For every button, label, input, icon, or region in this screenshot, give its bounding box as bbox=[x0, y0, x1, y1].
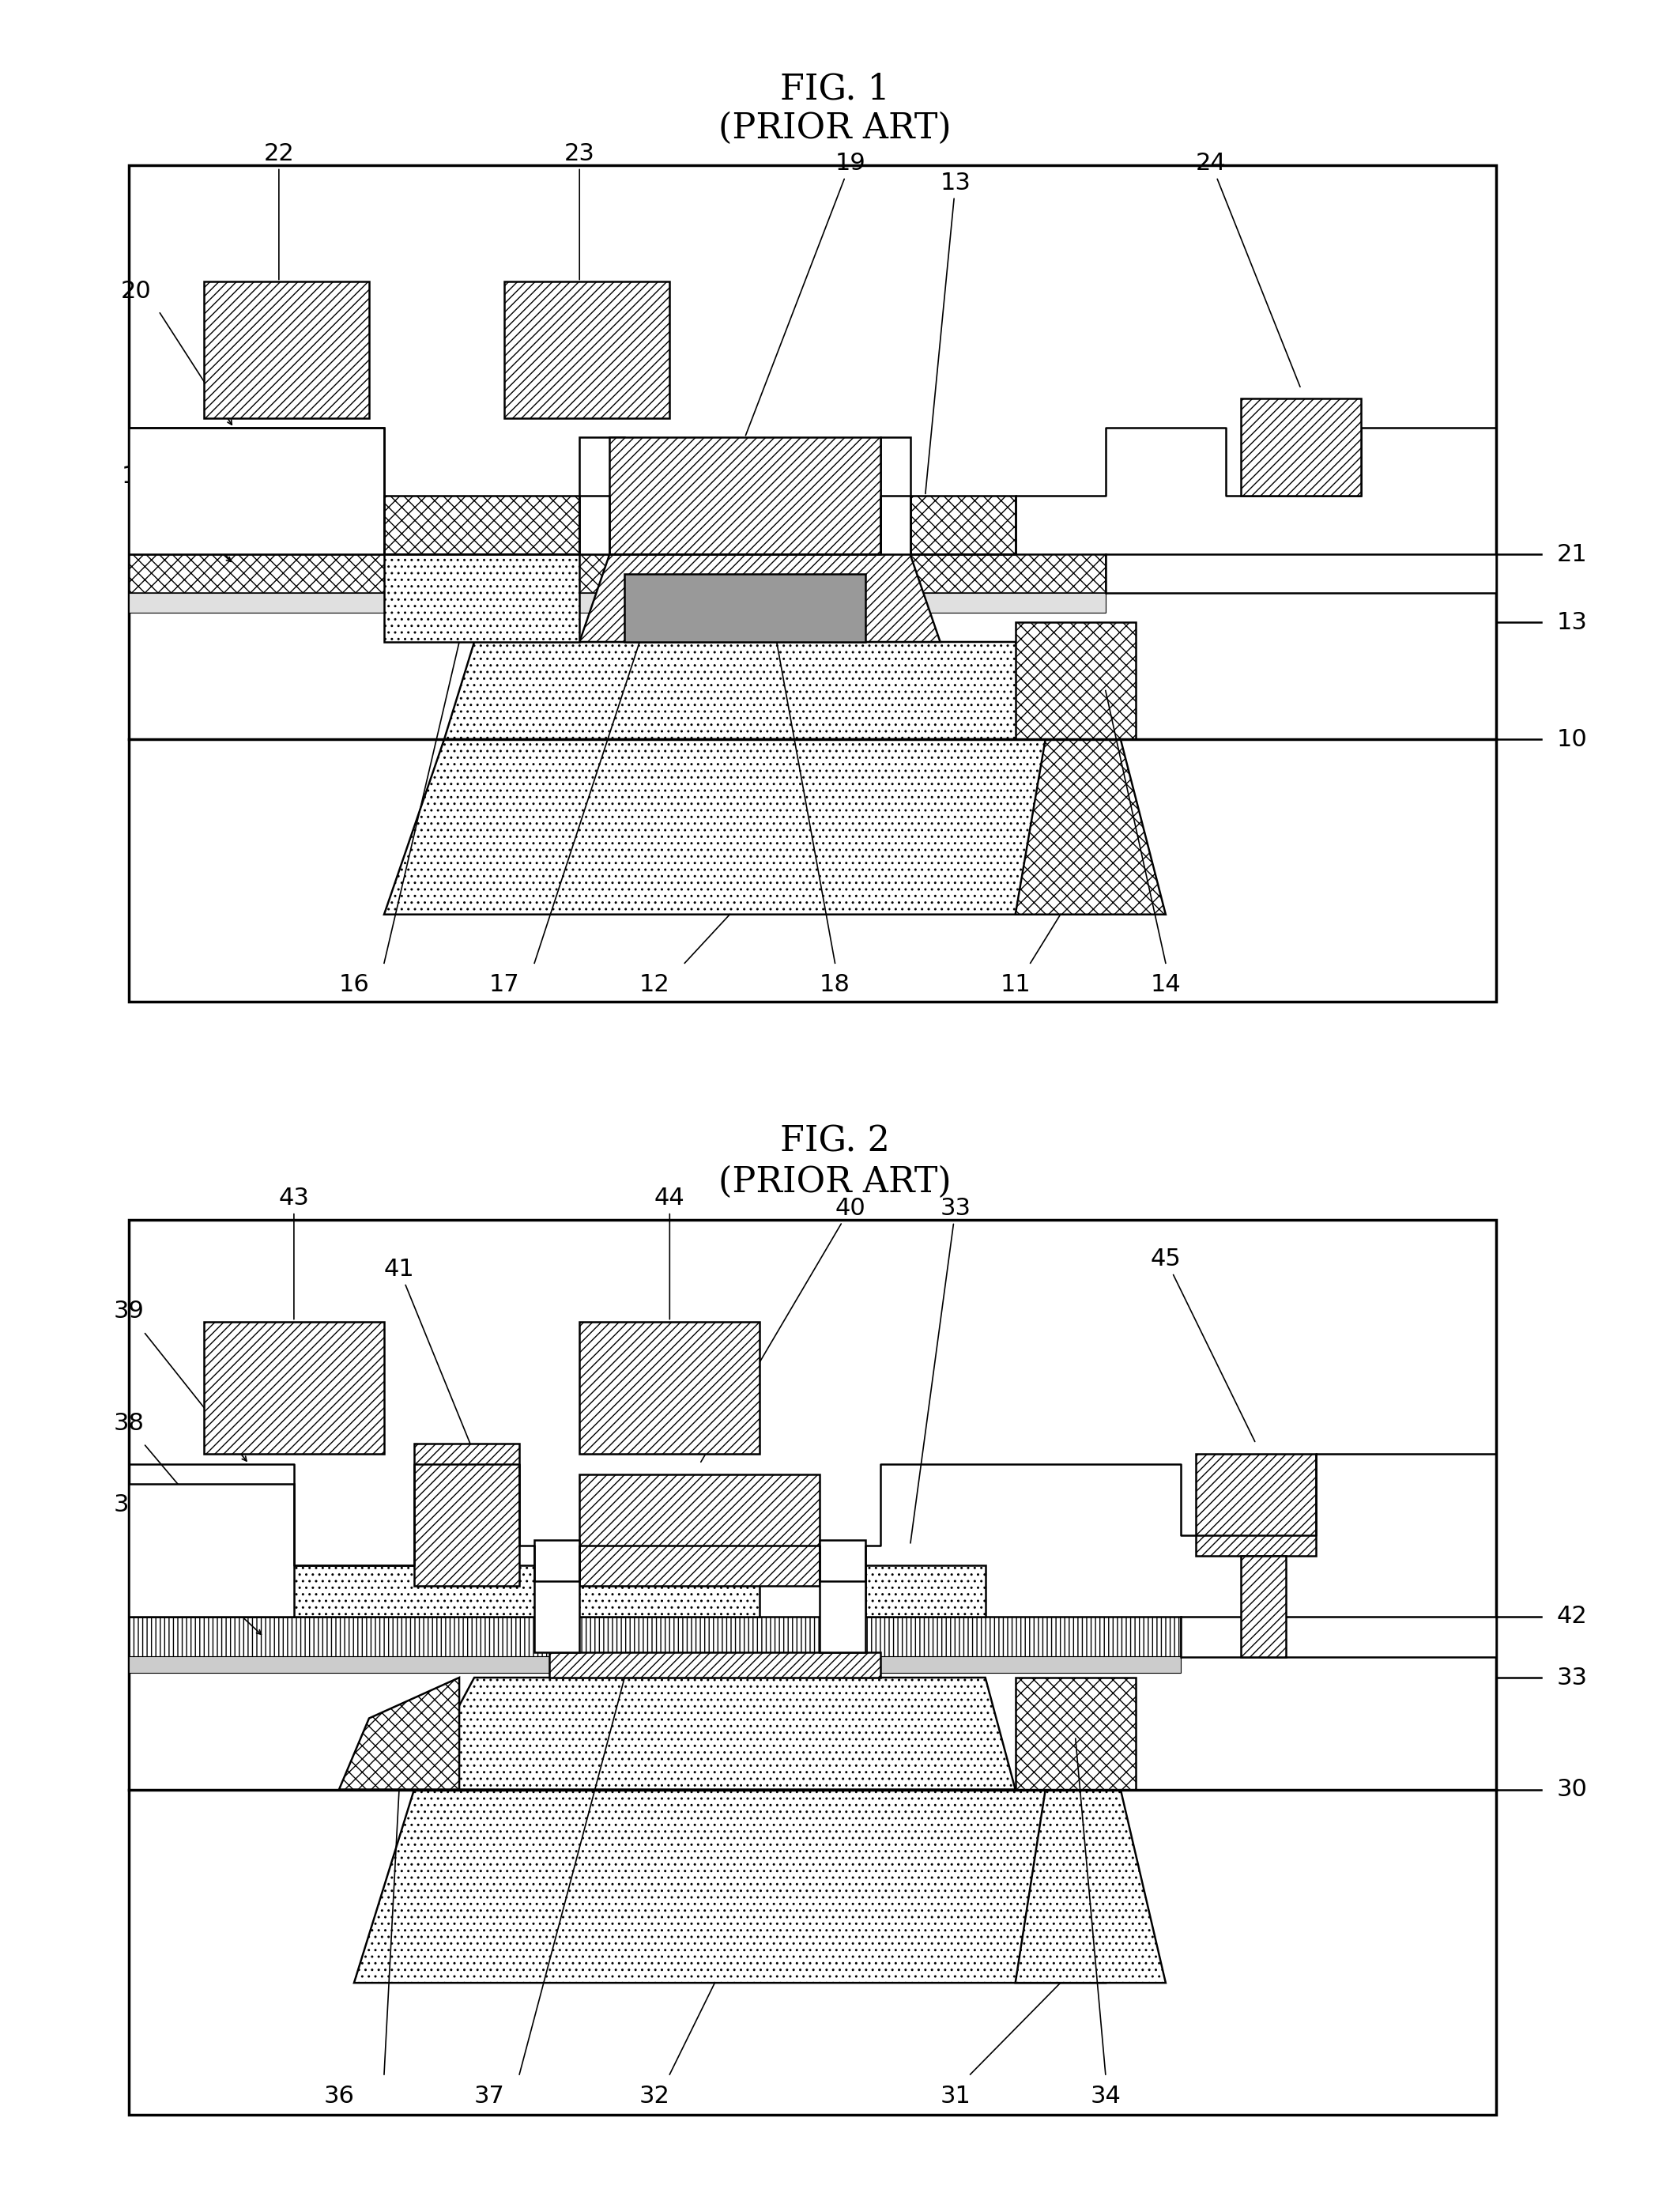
Text: 44: 44 bbox=[655, 1186, 685, 1318]
Bar bbox=[129, 555, 1106, 593]
Bar bbox=[129, 1566, 760, 1617]
Bar bbox=[820, 1540, 865, 1652]
Bar bbox=[1106, 555, 1496, 593]
Text: 11: 11 bbox=[1000, 973, 1030, 995]
Polygon shape bbox=[339, 1677, 459, 1790]
Text: 39: 39 bbox=[114, 1301, 144, 1323]
Bar bbox=[129, 1657, 1181, 1672]
Polygon shape bbox=[579, 555, 940, 641]
Text: (PRIOR ART): (PRIOR ART) bbox=[718, 111, 952, 146]
Bar bbox=[579, 438, 625, 555]
Bar bbox=[625, 573, 865, 641]
Bar bbox=[129, 166, 1496, 1002]
Bar bbox=[910, 495, 1015, 555]
Text: 31: 31 bbox=[940, 2084, 970, 2108]
Bar bbox=[865, 1566, 985, 1617]
Bar bbox=[1241, 398, 1361, 495]
Polygon shape bbox=[414, 1677, 1015, 1790]
Text: 35: 35 bbox=[114, 1493, 144, 1515]
Text: 19: 19 bbox=[745, 153, 865, 436]
Bar bbox=[1181, 1617, 1496, 1657]
Text: 30: 30 bbox=[1556, 1778, 1586, 1801]
Bar bbox=[610, 438, 880, 555]
Text: 22: 22 bbox=[264, 142, 294, 279]
Bar bbox=[579, 1321, 760, 1453]
Bar bbox=[129, 1484, 294, 1617]
Bar bbox=[1241, 1555, 1286, 1657]
Text: 17: 17 bbox=[489, 973, 519, 995]
Text: 21: 21 bbox=[1556, 542, 1586, 566]
Text: FIG. 2: FIG. 2 bbox=[780, 1124, 890, 1159]
Bar bbox=[1196, 1453, 1316, 1555]
Text: 45: 45 bbox=[1151, 1248, 1254, 1442]
Polygon shape bbox=[384, 739, 1106, 914]
Text: 34: 34 bbox=[1091, 2084, 1121, 2108]
Polygon shape bbox=[1015, 1677, 1136, 1790]
Bar bbox=[129, 427, 384, 555]
Bar bbox=[384, 555, 579, 641]
Bar bbox=[204, 281, 369, 418]
Text: 18: 18 bbox=[820, 973, 850, 995]
Text: 33: 33 bbox=[910, 1197, 970, 1544]
Text: 16: 16 bbox=[339, 973, 369, 995]
Polygon shape bbox=[549, 1652, 880, 1677]
Polygon shape bbox=[1015, 622, 1136, 739]
Text: 13: 13 bbox=[1556, 611, 1586, 635]
Text: 36: 36 bbox=[324, 2084, 354, 2108]
Bar bbox=[384, 495, 579, 555]
Polygon shape bbox=[1015, 739, 1166, 914]
Polygon shape bbox=[1015, 1790, 1166, 1982]
Text: 41: 41 bbox=[384, 1259, 474, 1451]
Text: 12: 12 bbox=[640, 973, 670, 995]
Text: 38: 38 bbox=[114, 1411, 144, 1436]
Text: 15: 15 bbox=[120, 465, 152, 489]
Text: FIG. 1: FIG. 1 bbox=[780, 73, 890, 106]
Polygon shape bbox=[354, 1790, 1106, 1982]
Text: 10: 10 bbox=[1556, 728, 1586, 750]
Text: 20: 20 bbox=[120, 281, 152, 303]
Bar bbox=[414, 1444, 519, 1586]
Text: 24: 24 bbox=[1196, 153, 1301, 387]
Bar bbox=[880, 438, 910, 555]
Text: 37: 37 bbox=[474, 2084, 504, 2108]
Text: 42: 42 bbox=[1556, 1606, 1586, 1628]
Polygon shape bbox=[444, 641, 1045, 739]
Text: 33: 33 bbox=[1556, 1666, 1586, 1690]
Text: 14: 14 bbox=[1151, 973, 1181, 995]
Text: 40: 40 bbox=[701, 1197, 865, 1462]
Text: 43: 43 bbox=[279, 1186, 309, 1318]
Text: 23: 23 bbox=[564, 142, 595, 279]
Bar bbox=[129, 1617, 1181, 1657]
Text: 32: 32 bbox=[640, 2084, 670, 2108]
Bar bbox=[204, 1321, 384, 1453]
Bar bbox=[129, 1219, 1496, 2115]
Text: (PRIOR ART): (PRIOR ART) bbox=[718, 1166, 952, 1199]
Bar bbox=[579, 1473, 820, 1586]
Bar bbox=[504, 281, 670, 418]
Bar bbox=[534, 1540, 579, 1652]
Bar bbox=[129, 593, 1106, 613]
Text: 13: 13 bbox=[925, 170, 970, 493]
